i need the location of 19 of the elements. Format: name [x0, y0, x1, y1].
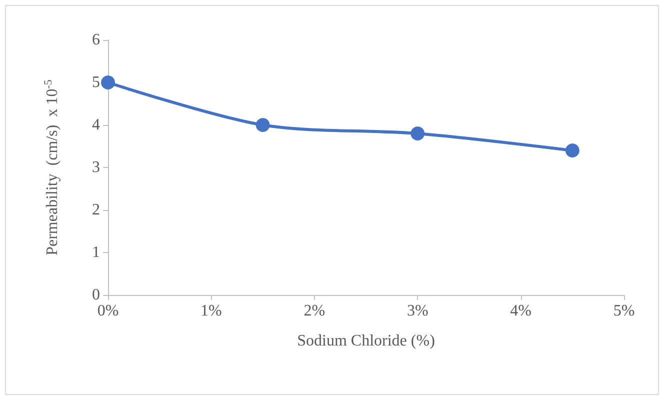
point: [410, 126, 425, 140]
y-tick-label: 4: [92, 116, 100, 134]
y-tick-label: 1: [92, 244, 100, 261]
y-tick-label: 6: [92, 32, 100, 48]
x-axis-title: Sodium Chloride (%): [297, 332, 435, 350]
y-tick-label: 2: [92, 202, 100, 218]
y-axis-title: Permeability (cm/s) x 10-5: [42, 79, 61, 256]
x-tick-label: 3%: [406, 302, 428, 320]
y-tick-label: 3: [92, 159, 100, 176]
x-tick-label: 5%: [613, 302, 635, 320]
x-tick-label: 4%: [510, 302, 532, 320]
x-tick-label: 2%: [304, 302, 326, 320]
x-tick-label: 1%: [200, 302, 222, 320]
x-tick-label: 0%: [97, 302, 119, 320]
point: [565, 144, 580, 158]
point: [101, 76, 115, 90]
y-tick-label: 0: [92, 286, 100, 304]
point: [256, 118, 270, 132]
y-tick-label: 5: [92, 74, 100, 91]
